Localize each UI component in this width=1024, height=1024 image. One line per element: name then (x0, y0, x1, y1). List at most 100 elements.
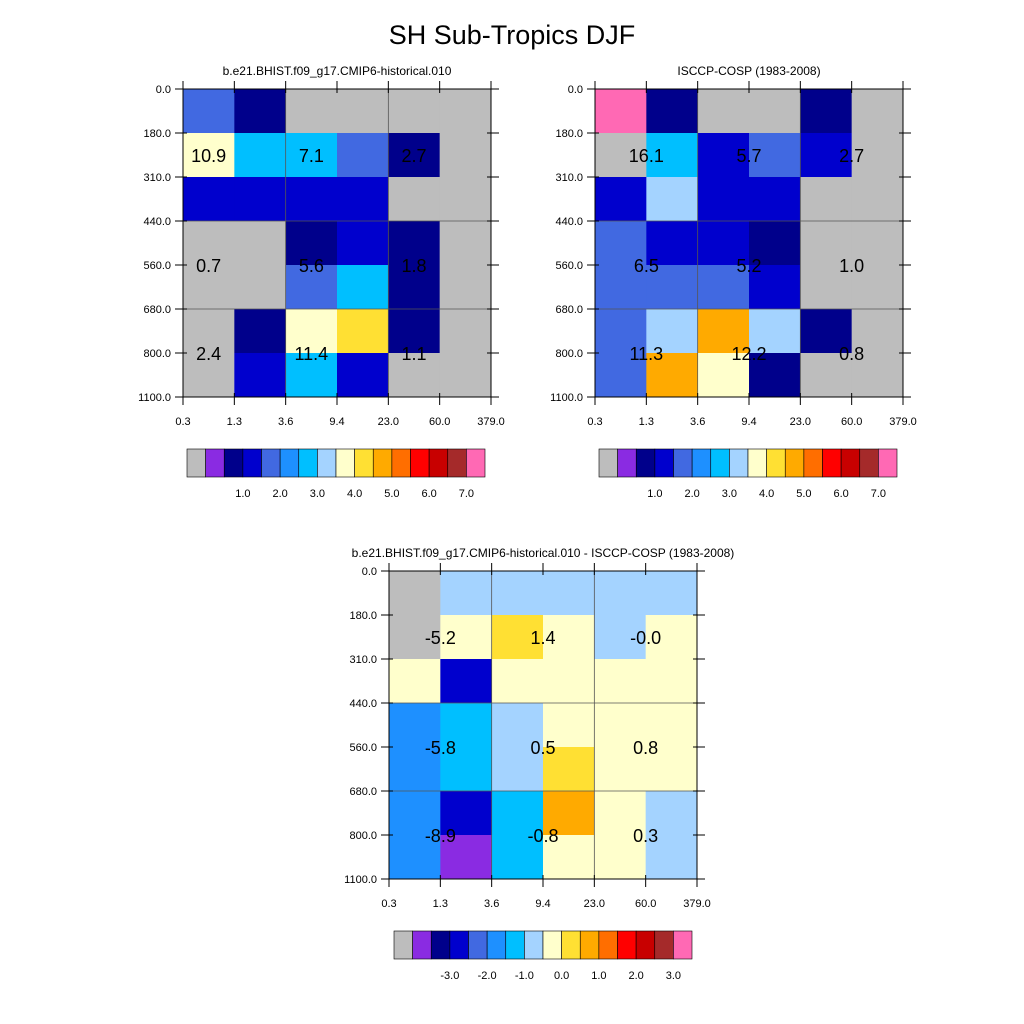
x-tick-label: 3.6 (484, 898, 499, 910)
heatmap-cell (439, 265, 492, 310)
heatmap-cell (543, 659, 595, 704)
colorbar-swatch (447, 448, 467, 478)
value-label: 5.6 (299, 256, 324, 276)
y-tick-label: 800.0 (143, 348, 171, 360)
heatmap-cell (491, 747, 544, 792)
colorbar-swatch (412, 930, 432, 960)
colorbar-swatch (542, 930, 562, 960)
y-tick-label: 310.0 (349, 654, 377, 666)
heatmap-cell (337, 89, 389, 134)
colorbar-label: 5.0 (796, 488, 811, 500)
value-label: 12.2 (731, 344, 766, 364)
heatmap-cell (285, 133, 338, 178)
value-label: -0.8 (527, 826, 558, 846)
value-label: 5.2 (736, 256, 761, 276)
heatmap-cell (491, 615, 544, 660)
value-label: 1.1 (401, 344, 426, 364)
heatmap-cell (440, 747, 493, 792)
heatmap-cell (440, 571, 493, 616)
colorbar-label: 7.0 (459, 488, 474, 500)
colorbar-label: 3.0 (310, 488, 325, 500)
heatmap-cell (595, 353, 647, 398)
y-tick-label: 0.0 (156, 84, 171, 96)
heatmap-cell (491, 791, 544, 836)
heatmap-cell (851, 353, 904, 398)
colorbar-swatch (486, 930, 507, 960)
x-tick-label: 9.4 (535, 898, 550, 910)
heatmap-cell (543, 747, 595, 792)
heatmap-cell (543, 571, 595, 616)
colorbar-swatch (428, 448, 449, 478)
colorbar-swatch (654, 448, 674, 478)
value-label: 1.8 (401, 256, 426, 276)
x-tick-label: 23.0 (378, 416, 399, 428)
heatmap-cell (439, 221, 492, 266)
heatmap-cell (389, 615, 441, 660)
colorbar-swatch (635, 930, 656, 960)
colorbar-label: 4.0 (759, 488, 774, 500)
heatmap-cell (749, 133, 801, 178)
heatmap-cell (851, 265, 904, 310)
heatmap-cell (234, 133, 287, 178)
heatmap-cell (594, 659, 647, 704)
value-label: 0.7 (196, 256, 221, 276)
colorbar-swatch (710, 448, 730, 478)
colorbar-label: 2.0 (272, 488, 287, 500)
colorbar-label: 2.0 (628, 970, 643, 982)
heatmap-cell (183, 221, 235, 266)
panel-observations: ISCCP-COSP (1983-2008) 0.0 180.0 310.0 440.0… (550, 64, 917, 500)
heatmap-cell (800, 177, 853, 222)
value-label: 11.4 (294, 344, 328, 364)
y-tick-label: 440.0 (555, 216, 583, 228)
y-tick-label: 1100.0 (344, 874, 377, 886)
colorbar-swatch (393, 930, 413, 960)
heatmap-cell (851, 133, 904, 178)
colorbar-label: 3.0 (722, 488, 737, 500)
x-tick-label: 0.3 (175, 416, 190, 428)
heatmap-cell (388, 309, 441, 354)
heatmap-cell (337, 353, 389, 398)
colorbar-swatch (598, 448, 618, 478)
heatmap-cell (851, 309, 904, 354)
colorbar-label: -2.0 (478, 970, 497, 982)
heatmap-cell (749, 353, 801, 398)
value-label: 2.7 (401, 146, 426, 166)
value-label: -5.2 (425, 628, 456, 648)
heatmap-cell (594, 703, 647, 748)
colorbar-label: 6.0 (833, 488, 848, 500)
heatmap-cell (234, 177, 287, 222)
colorbar-swatch (561, 930, 581, 960)
heatmap-cell (389, 571, 441, 616)
colorbar-swatch (822, 448, 842, 478)
colorbar-swatch (186, 448, 206, 478)
x-tick-label: 3.6 (278, 416, 293, 428)
y-tick-label: 1100.0 (138, 392, 171, 404)
heatmap-cell (697, 265, 750, 310)
panel-subtitle: b.e21.BHIST.f09_g17.CMIP6-historical.010 (223, 64, 452, 78)
colorbar-swatch (840, 448, 861, 478)
heatmap-cell (388, 89, 441, 134)
heatmap-cell (491, 571, 544, 616)
colorbar-swatch (766, 448, 786, 478)
heatmap-cell (800, 133, 853, 178)
heatmap-cell (697, 353, 750, 398)
heatmap-cell (388, 177, 441, 222)
value-label: 2.4 (196, 344, 221, 364)
panel-difference: b.e21.BHIST.f09_g17.CMIP6-historical.010… (344, 546, 734, 982)
heatmap-cell (285, 89, 338, 134)
heatmap-cell (646, 177, 699, 222)
colorbar-label: 1.0 (235, 488, 250, 500)
y-tick-label: 680.0 (349, 786, 377, 798)
colorbar-swatch (298, 448, 318, 478)
x-tick-label: 0.3 (381, 898, 396, 910)
colorbar-swatch (878, 448, 898, 478)
heatmap-cell (389, 791, 441, 836)
y-tick-label: 440.0 (143, 216, 171, 228)
value-label: -0.0 (630, 628, 661, 648)
colorbar-swatch (784, 448, 805, 478)
y-tick-label: 0.0 (362, 566, 377, 578)
colorbar-swatch (803, 448, 823, 478)
heatmap-cell (594, 571, 647, 616)
heatmap-cell (645, 747, 698, 792)
heatmap-cell (388, 353, 441, 398)
